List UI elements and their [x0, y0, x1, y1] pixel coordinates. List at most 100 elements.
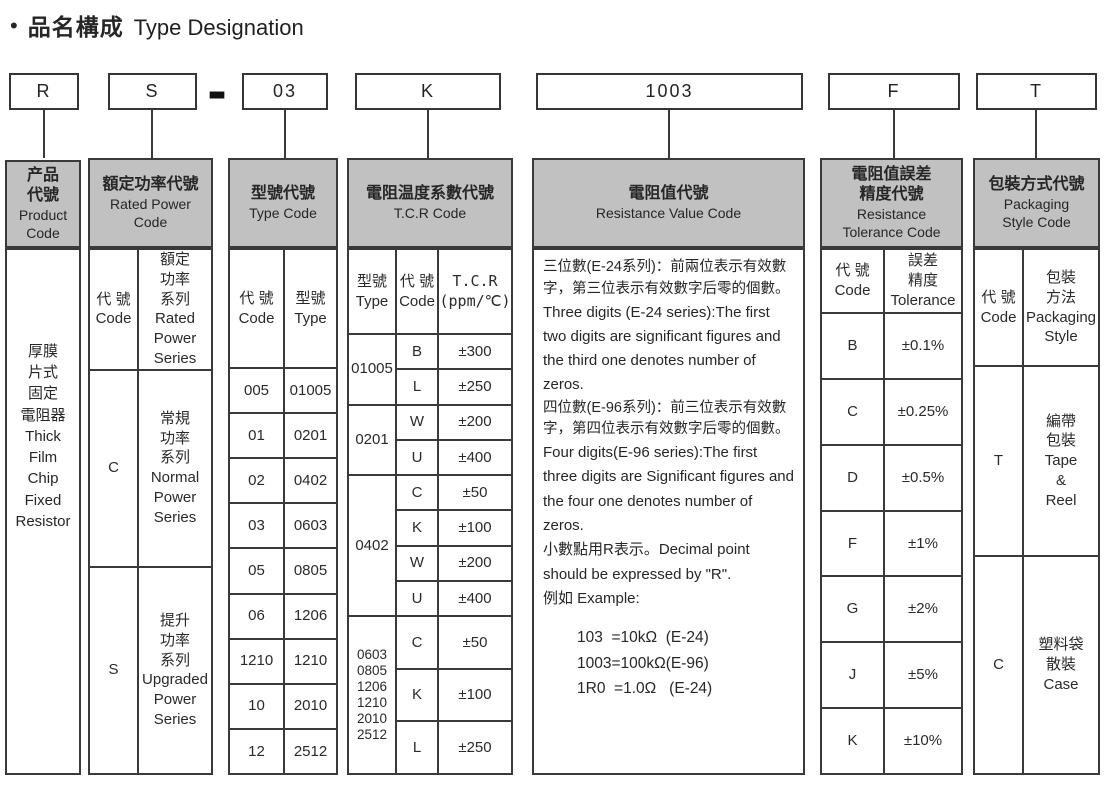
resistance-example: 1003=100kΩ(E-96) — [577, 654, 709, 672]
tolerance-code-cell: F — [820, 509, 885, 578]
header-cjk: 产品 代號 — [26, 167, 59, 205]
header-en: Type Code — [249, 204, 317, 221]
product-description: 厚膜 片式 固定 電阻器 Thick Film Chip Fixed Resis… — [5, 248, 81, 775]
resistance-value-code-header: 電阻值代號 Resistance Value Code — [532, 158, 805, 248]
resistance-cn-e96: 四位數(E-96系列)：前三位表示有效數字，第四位表示有效數字后零的個數。 — [543, 399, 790, 438]
column-header-code: 代 號 Code — [820, 248, 885, 314]
column-header-code: 代 號 Code — [973, 248, 1024, 367]
header-cjk: 額定功率代號 — [102, 176, 199, 194]
product-code-header: 产品 代號 Product Code — [5, 160, 81, 248]
rated-power-code-header: 額定功率代號 Rated Power Code — [88, 158, 213, 248]
type-code-cell: 01 — [228, 412, 285, 460]
type-code-header: 型號代號 Type Code — [228, 158, 338, 248]
tolerance-value-cell: ±10% — [883, 707, 963, 775]
type-code-cell: 005 — [228, 366, 285, 415]
type-code-cell: 06 — [228, 592, 285, 640]
header-en: Resistance Tolerance Code — [842, 206, 941, 240]
tolerance-value-cell: ±5% — [883, 641, 963, 710]
code-box-product: R — [9, 73, 79, 110]
tcr-code-cell: K — [395, 509, 439, 547]
code-box-tcr: K — [355, 73, 501, 110]
tolerance-code-header: 電阻值誤差 精度代號 Resistance Tolerance Code — [820, 158, 963, 248]
type-code-cell: 1210 — [228, 637, 285, 685]
tolerance-value-cell: ±0.5% — [883, 443, 963, 512]
type-code-cell: 10 — [228, 682, 285, 730]
code-box-resistance: 1003 — [536, 73, 803, 110]
resistance-example: 103 =10kΩ (E-24) — [577, 629, 709, 647]
column-header-tolerance: 誤差 精度 Tolerance — [883, 248, 963, 314]
tcr-code-cell: K — [395, 667, 439, 723]
connector-line — [43, 110, 45, 158]
page-title-cjk: 品名構成 — [27, 14, 124, 40]
header-en: Resistance Value Code — [595, 204, 742, 221]
type-cell: 0805 — [283, 547, 338, 595]
tcr-table: 型號 Type 代 號 Code T.C.R (ppm/℃) 01005 B ±… — [347, 248, 513, 775]
type-code-table: 代 號 Code 型號 Type 005 01005 01 0201 02 0402 … — [228, 248, 338, 776]
resistance-example: 1R0 =1.0Ω (E-24) — [577, 680, 713, 698]
header-en: T.C.R Code — [393, 204, 467, 221]
tcr-code-cell: W — [395, 403, 439, 441]
type-code-cell: 03 — [228, 502, 285, 550]
header-cjk: 電阻值代號 — [628, 184, 709, 202]
tolerance-code-cell: C — [820, 377, 885, 446]
resistance-en-e96: Four digits(E-96 series):The first three… — [543, 444, 794, 535]
tcr-code-cell: L — [395, 720, 439, 775]
type-cell: 0402 — [283, 457, 338, 505]
packaging-code-cell: C — [973, 555, 1024, 775]
connector-line — [668, 110, 670, 158]
tcr-value-cell: ±300 — [437, 332, 513, 371]
tcr-value-cell: ±400 — [437, 438, 513, 477]
tcr-type-group: 0603 0805 1206 1210 2010 2512 — [347, 615, 397, 775]
tolerance-table: 代 號 Code 誤差 精度 Tolerance B ±0.1% C ±0.25% … — [820, 248, 963, 775]
column-header-type: 型號 Type — [347, 248, 397, 335]
tolerance-code-cell: B — [820, 312, 885, 380]
tcr-code-cell: C — [395, 474, 439, 512]
type-cell: 01005 — [283, 366, 338, 415]
type-code-cell: 02 — [228, 457, 285, 505]
packaging-style-cell: 編帶 包裝 Tape & Reel — [1022, 365, 1100, 557]
tcr-code-header: 電阻温度系數代號 T.C.R Code — [347, 158, 513, 248]
tolerance-value-cell: ±1% — [883, 509, 963, 578]
type-cell: 0603 — [283, 502, 338, 550]
tolerance-code-cell: G — [820, 575, 885, 644]
code-box-power: S — [108, 73, 197, 110]
tcr-type-group: 0201 — [347, 403, 397, 477]
column-header-tcr: T.C.R (ppm/℃) — [437, 248, 513, 335]
connector-line — [284, 110, 286, 158]
code-box-tolerance: F — [828, 73, 960, 110]
tcr-code-cell: B — [395, 332, 439, 371]
tolerance-code-cell: K — [820, 707, 885, 775]
code-box-packaging: T — [976, 73, 1097, 110]
type-code-cell: 05 — [228, 547, 285, 595]
column-header-code: 代 號 Code — [228, 248, 285, 369]
tolerance-code-cell: D — [820, 443, 885, 512]
page-title: • 品名構成 Type Designation — [10, 8, 304, 42]
tcr-value-cell: ±250 — [437, 368, 513, 406]
tcr-type-group: 0402 — [347, 474, 397, 618]
column-header-code: 代 號 Code — [395, 248, 439, 335]
header-en: Product Code — [18, 207, 68, 241]
resistance-en-e24: Three digits (E-24 series):The first two… — [543, 303, 781, 394]
tcr-value-cell: ±200 — [437, 544, 513, 582]
tcr-code-cell: L — [395, 368, 439, 406]
connector-line — [1035, 110, 1037, 158]
header-cjk: 包裝方式代號 — [988, 176, 1085, 194]
resistance-example-label: 例如 Example: — [543, 589, 640, 607]
power-code-cell: S — [88, 565, 139, 776]
tcr-code-cell: U — [395, 579, 439, 618]
type-code-cell: 12 — [228, 727, 285, 776]
packaging-code-cell: T — [973, 365, 1024, 557]
tolerance-value-cell: ±2% — [883, 575, 963, 644]
power-series-cell: 常規 功率 系列 Normal Power Series — [137, 368, 213, 568]
header-cjk: 電阻温度系數代號 — [365, 184, 494, 202]
resistance-cn-e24: 三位數(E-24系列)：前兩位表示有效數字，第三位表示有效數字后零的個數。 — [543, 259, 790, 297]
resistance-decimal: 小數點用R表示。Decimal point should be expresse… — [543, 541, 750, 583]
tcr-code-cell: U — [395, 438, 439, 477]
packaging-table: 代 號 Code 包裝 方法 Packaging Style T 編帶 包裝 T… — [973, 248, 1100, 775]
bullet-icon: • — [10, 13, 18, 38]
code-box-type: 03 — [242, 73, 328, 110]
type-cell: 0201 — [283, 412, 338, 460]
column-header-series: 額定 功率 系列 Rated Power Series — [137, 248, 213, 371]
column-header-code: 代 號 Code — [88, 248, 139, 371]
